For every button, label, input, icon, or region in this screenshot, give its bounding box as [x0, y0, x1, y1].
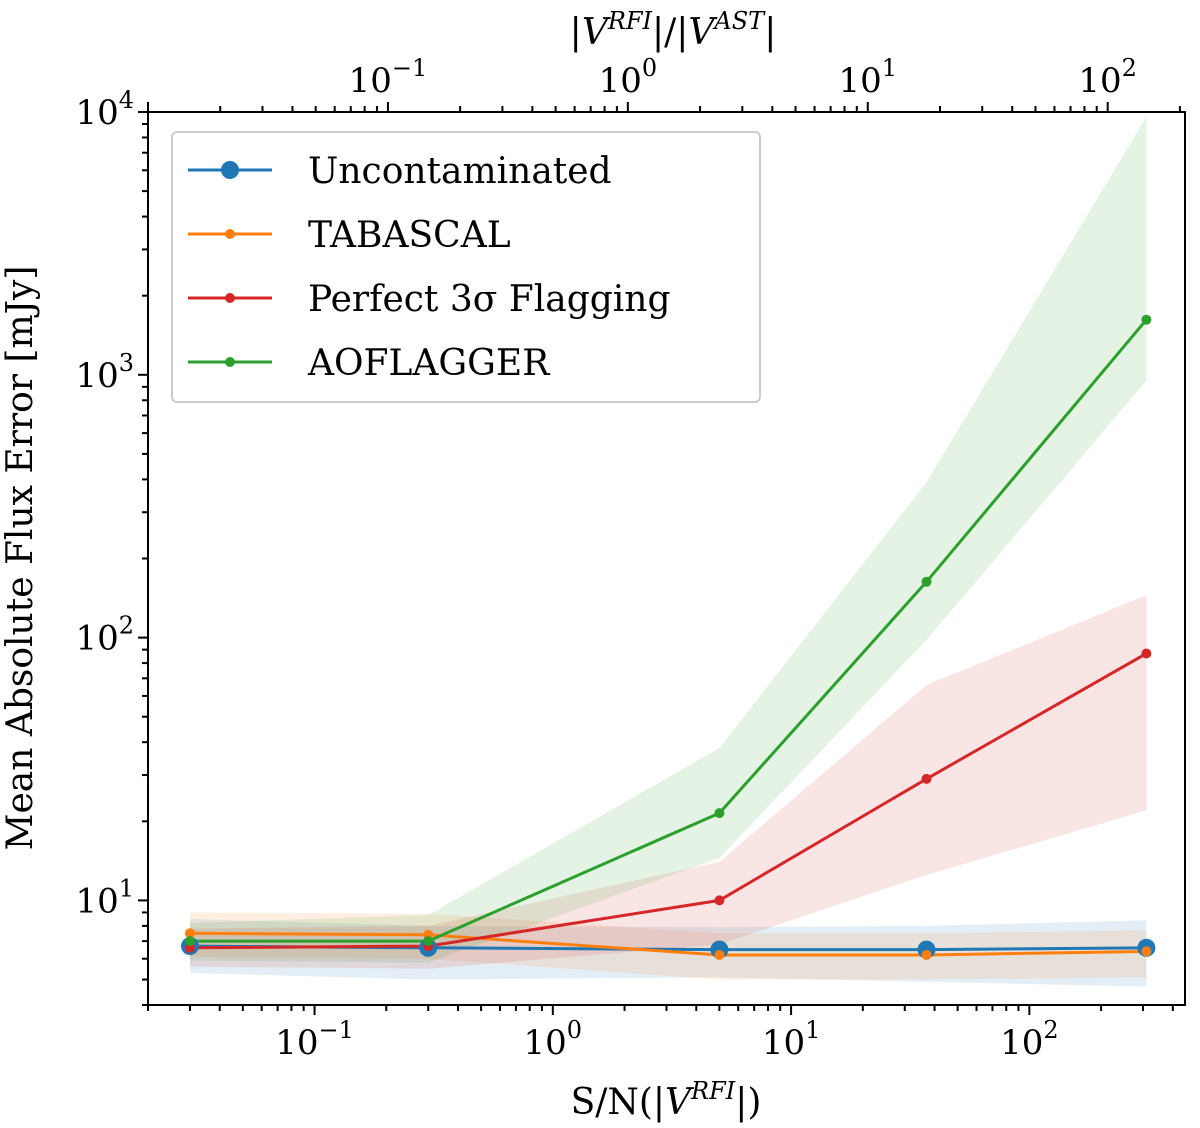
- tabascal-point: [921, 950, 932, 960]
- perfect-3-flagging-point: [921, 773, 932, 784]
- aoflagger-point: [921, 576, 932, 587]
- aoflagger-point: [1141, 314, 1152, 325]
- y-axis-title: Mean Absolute Flux Error [mJy]: [0, 266, 41, 851]
- top-x-tick-label: 100: [599, 54, 658, 101]
- x-tick-label: 101: [762, 1016, 821, 1063]
- perfect-3-flagging-band: [190, 595, 1147, 969]
- legend: Uncontaminated TABASCAL Perfect 3σ Flaggin…: [171, 131, 761, 403]
- uncontaminated-legend-marker: [221, 161, 239, 179]
- x-tick-label: 10−1: [275, 1016, 354, 1063]
- y-tick-label: 104: [75, 86, 134, 133]
- x-axis-title: S/N(|VRFI|): [571, 1077, 762, 1123]
- axis-tick-labels: 10−1 100 101 102 10−1 100 101 102 101 102 103 104: [75, 54, 1137, 1063]
- aoflagger-legend-marker: [225, 357, 235, 367]
- tabascal-legend-label: TABASCAL: [308, 215, 511, 256]
- perfect-3-flagging-legend-marker: [225, 293, 235, 303]
- aoflagger-band: [190, 116, 1147, 963]
- tabascal-point: [1141, 946, 1152, 957]
- perfect-3-flagging-point: [714, 895, 725, 906]
- top-x-tick-label: 102: [1078, 54, 1137, 101]
- perfect-3-flagging-legend-label: Perfect 3σ Flagging: [308, 279, 671, 320]
- tabascal-point: [714, 950, 725, 960]
- y-tick-label: 101: [75, 874, 134, 921]
- top-x-tick-label: 101: [838, 54, 897, 101]
- uncontaminated-legend-label: Uncontaminated: [308, 151, 612, 192]
- y-tick-label: 102: [75, 612, 134, 659]
- x-tick-label: 100: [524, 1016, 583, 1063]
- aoflagger-point: [714, 808, 725, 819]
- tabascal-band: [190, 912, 1147, 980]
- top-x-tick-label: 10−1: [349, 54, 428, 101]
- top-x-axis-title: |VRFI|/|VAST|: [570, 7, 777, 53]
- tabascal-legend-marker: [225, 229, 235, 239]
- perfect-3-flagging-point: [1141, 648, 1152, 659]
- series-points: [181, 314, 1156, 960]
- aoflagger-point: [185, 936, 195, 947]
- legend-frame: [171, 131, 761, 403]
- aoflagger-point: [423, 936, 434, 947]
- x-tick-label: 102: [1000, 1016, 1059, 1063]
- aoflagger-legend-label: AOFLAGGER: [307, 343, 550, 384]
- tabascal-point: [185, 928, 195, 939]
- axis-ticks: [138, 102, 1181, 1015]
- y-tick-label: 103: [75, 349, 134, 396]
- legend-entries: Uncontaminated TABASCAL Perfect 3σ Flaggin…: [188, 151, 671, 384]
